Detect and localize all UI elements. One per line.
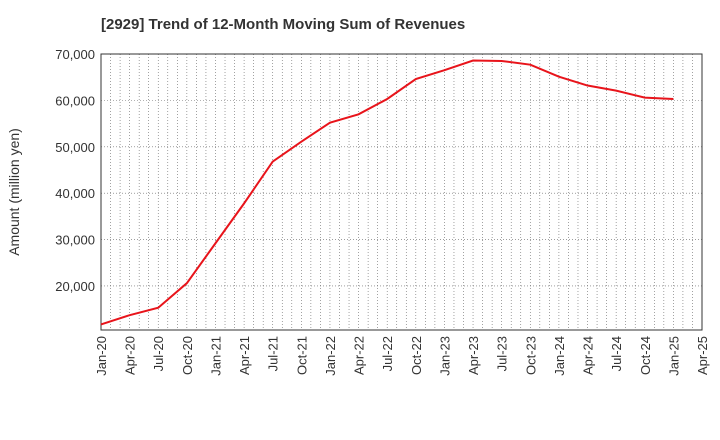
y-axis-ticks: 20,000 30,000 40,000 50,000 60,000 70,000 (55, 47, 95, 294)
y-tick-label: 20,000 (55, 279, 95, 294)
y-tick-label: 60,000 (55, 93, 95, 108)
x-tick-label: Oct-24 (638, 336, 653, 375)
x-tick-label: Apr-22 (352, 336, 367, 375)
x-tick-label: Jul-23 (495, 336, 510, 371)
x-tick-label: Apr-25 (695, 336, 710, 375)
plot-area (100, 53, 703, 331)
y-tick-label: 50,000 (55, 140, 95, 155)
x-tick-label: Jul-22 (380, 336, 395, 371)
x-tick-label: Oct-22 (409, 336, 424, 375)
x-tick-label: Apr-24 (581, 336, 596, 375)
x-tick-label: Apr-21 (237, 336, 252, 375)
y-tick-label: 70,000 (55, 47, 95, 62)
x-tick-label: Jan-24 (552, 336, 567, 376)
chart-title: [2929] Trend of 12-Month Moving Sum of R… (101, 16, 466, 33)
y-tick-label: 30,000 (55, 233, 95, 248)
x-tick-label: Jan-21 (208, 336, 223, 376)
x-tick-label: Jul-21 (266, 336, 281, 371)
x-tick-label: Jul-20 (151, 336, 166, 371)
x-tick-label: Jan-22 (323, 336, 338, 376)
x-tick-label: Oct-23 (523, 336, 538, 375)
y-tick-label: 40,000 (55, 186, 95, 201)
x-tick-label: Jul-24 (609, 336, 624, 371)
x-tick-label: Oct-21 (294, 336, 309, 375)
x-tick-label: Apr-23 (466, 336, 481, 375)
x-tick-label: Jan-20 (94, 336, 109, 376)
grid-lines (101, 53, 702, 330)
x-axis-ticks: Jan-20 Apr-20 Jul-20 Oct-20 Jan-21 Apr-21 Jul-… (94, 336, 710, 376)
revenue-series-line (100, 59, 674, 326)
y-axis-label: Amount (million yen) (6, 128, 22, 256)
x-tick-label: Oct-20 (180, 336, 195, 375)
x-tick-label: Jan-23 (437, 336, 452, 376)
x-tick-label: Apr-20 (123, 336, 138, 375)
x-tick-label: Jan-25 (666, 336, 681, 376)
